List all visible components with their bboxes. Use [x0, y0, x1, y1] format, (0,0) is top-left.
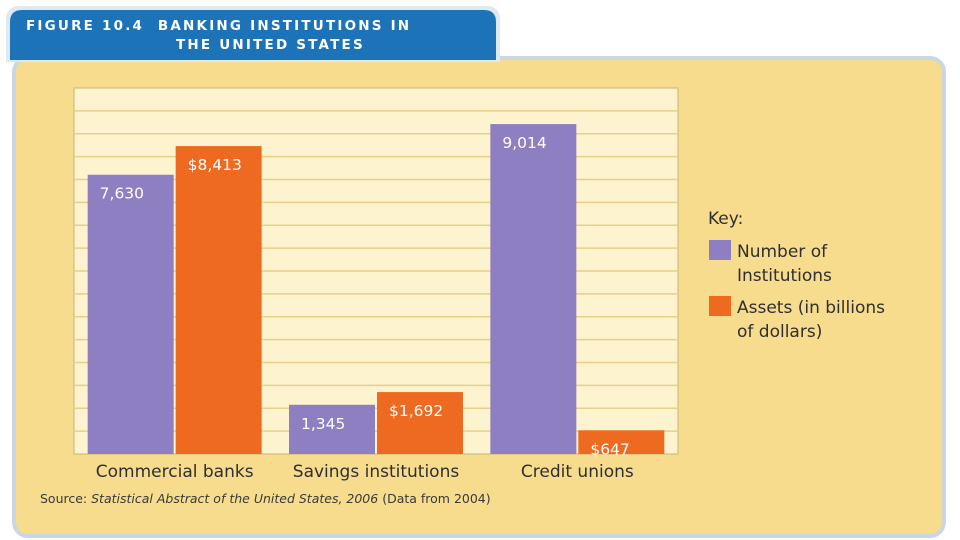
source-prefix: Source:: [40, 491, 91, 506]
bar-label-institutions-2: 9,014: [502, 134, 546, 152]
legend-label-institutions-line2: Institutions: [737, 266, 832, 286]
legend-label-assets-line1: Assets (in billions: [737, 298, 885, 318]
category-label-1: Savings institutions: [293, 462, 460, 482]
legend-label-institutions-line1: Number of: [737, 242, 828, 262]
bar-label-assets-1: $1,692: [389, 402, 443, 420]
bar-label-assets-0: $8,413: [188, 156, 242, 174]
bar-label-institutions-0: 7,630: [100, 185, 144, 203]
bar-labels: 7,630 $8,413 1,345 $1,692 9,014 $647: [100, 134, 630, 458]
bar-label-institutions-1: 1,345: [301, 415, 345, 433]
gridlines: [75, 110, 677, 432]
bar-assets-1: [377, 392, 463, 454]
bar-institutions-2: [490, 124, 577, 455]
legend-title: Key:: [708, 209, 743, 229]
title-banner: [10, 10, 496, 60]
source-note: Source: Statistical Abstract of the Unit…: [40, 491, 491, 506]
figure-title-line2: THE UNITED STATES: [176, 37, 365, 53]
figure-title-line1: FIGURE 10.4 BANKING INSTITUTIONS IN: [26, 18, 411, 34]
bars: [87, 124, 665, 455]
bar-label-assets-2: $647: [590, 440, 629, 458]
source-title: Statistical Abstract of the United State…: [91, 491, 378, 506]
category-label-2: Credit unions: [521, 462, 634, 482]
legend: Key: Number of Institutions Assets (in b…: [708, 209, 885, 342]
bar-assets-0: [175, 146, 262, 454]
legend-label-assets-line2: of dollars): [737, 322, 822, 342]
legend-swatch-institutions: [709, 240, 731, 260]
legend-swatch-assets: [709, 296, 731, 316]
category-label-0: Commercial banks: [96, 462, 254, 482]
bar-assets-2: [578, 430, 665, 454]
source-suffix: (Data from 2004): [378, 491, 490, 506]
bar-institutions-1: [289, 404, 375, 454]
category-labels: Commercial banks Savings institutions Cred…: [96, 462, 634, 482]
bar-institutions-0: [87, 174, 174, 454]
